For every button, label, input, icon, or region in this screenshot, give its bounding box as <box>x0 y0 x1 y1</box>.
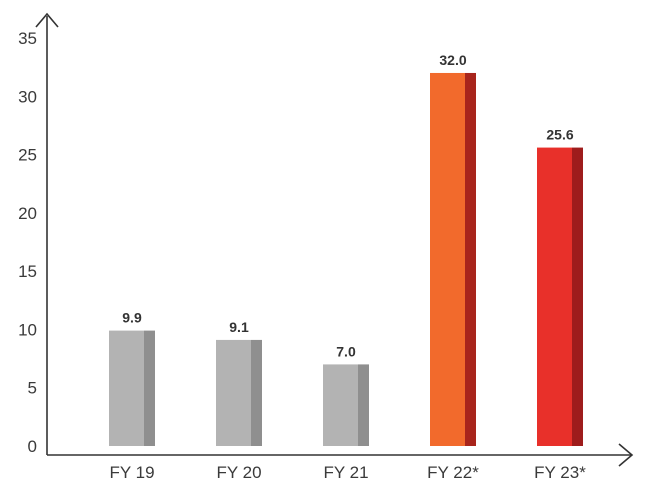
y-tick-label: 15 <box>18 262 37 281</box>
y-tick-label: 10 <box>18 320 37 339</box>
y-tick-label: 5 <box>28 379 37 398</box>
y-axis-arrow-icon <box>35 12 59 28</box>
y-tick-label: 20 <box>18 204 37 223</box>
data-label: 32.0 <box>439 52 466 68</box>
data-label: 9.1 <box>229 319 249 335</box>
bar <box>216 339 262 446</box>
x-category-label: FY 20 <box>216 463 261 482</box>
bar-front-face <box>323 364 358 446</box>
category-labels: FY 19 FY 20 FY 21 FY 22* FY 23* <box>109 463 586 482</box>
bar-front-face <box>537 147 572 446</box>
bar-side-face <box>144 330 155 446</box>
y-tick-label: 30 <box>18 87 37 106</box>
bar-side-face <box>465 72 476 446</box>
y-tick-label: 25 <box>18 146 37 165</box>
y-tick-label: 35 <box>18 29 37 48</box>
x-category-label: FY 19 <box>109 463 154 482</box>
x-axis-arrow-icon <box>618 443 634 467</box>
bar-side-face <box>572 147 583 446</box>
chart-axes <box>35 12 634 467</box>
bar-side-face <box>358 364 369 446</box>
bar-front-face <box>109 330 144 446</box>
y-tick-label: 0 <box>28 437 37 456</box>
data-label: 7.0 <box>336 343 356 359</box>
x-category-label: FY 23* <box>534 463 586 482</box>
bar-side-face <box>251 339 262 446</box>
data-labels: 9.9 9.1 7.0 32.0 25.6 <box>122 52 574 359</box>
data-label: 9.9 <box>122 310 142 326</box>
bar <box>537 147 583 446</box>
bar-front-face <box>216 339 251 446</box>
data-label: 25.6 <box>546 127 573 143</box>
bar <box>323 364 369 446</box>
y-tick-labels: 0 5 10 15 20 25 30 35 <box>18 29 37 456</box>
bar <box>109 330 155 446</box>
bar <box>430 72 476 446</box>
bars <box>109 72 583 446</box>
bar-front-face <box>430 72 465 446</box>
x-category-label: FY 22* <box>427 463 479 482</box>
x-category-label: FY 21 <box>323 463 368 482</box>
